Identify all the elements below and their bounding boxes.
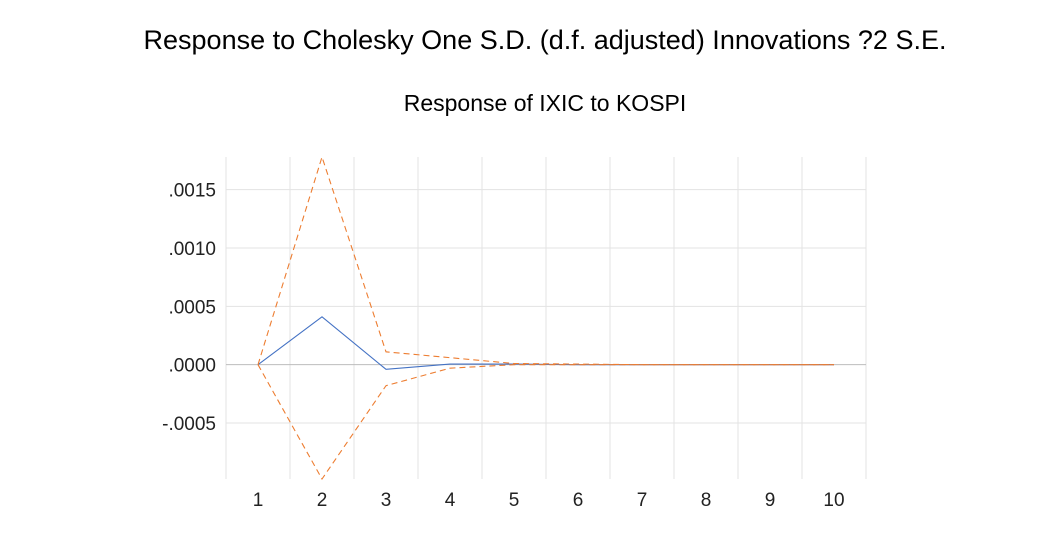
series-layer [257,155,834,481]
x-tick-label: 4 [445,490,456,511]
x-tick-label: 7 [637,490,648,511]
series-line-upper-2-s-e [257,155,834,366]
x-tick-label: 3 [381,490,392,511]
x-tick-label: 9 [765,490,776,511]
y-tick-label: .0010 [168,239,216,260]
y-tick-label: .0000 [168,356,216,377]
y-tick-label: -.0005 [162,414,216,435]
chart-subtitle: Response of IXIC to KOSPI [404,90,687,116]
x-tick-label: 8 [701,490,712,511]
x-tick-label: 6 [573,490,584,511]
x-tick-label: 5 [509,490,520,511]
y-axis-ticks: .0015 .0010 .0005 .0000 -.0005 [162,181,216,435]
x-tick-label: 10 [823,490,844,511]
x-tick-label: 2 [317,490,328,511]
y-tick-label: .0015 [168,181,216,202]
y-tick-label: .0005 [168,297,216,318]
grid-layer [225,157,867,479]
x-axis-ticks: 1 2 3 4 5 6 7 8 9 10 [253,490,845,511]
x-tick-label: 1 [253,490,264,511]
chart-title: Response to Cholesky One S.D. (d.f. adju… [144,25,947,55]
